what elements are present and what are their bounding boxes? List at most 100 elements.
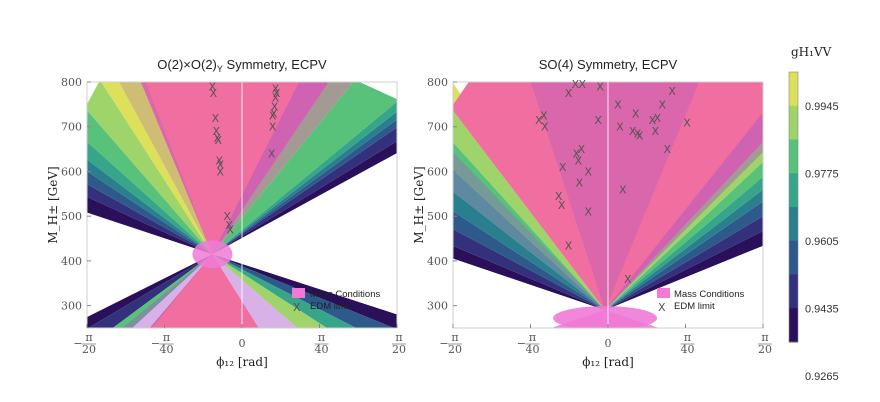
xtick-den: 40 [526, 343, 540, 356]
contour-band-left-1 [87, 184, 213, 255]
xtick-sign: − [73, 337, 82, 350]
ytick-label: 800 [427, 76, 448, 89]
edm-point: X [584, 206, 592, 219]
colorbar-swatch [789, 308, 798, 343]
ytick-label: 700 [61, 121, 82, 134]
edm-point: X [225, 219, 233, 232]
excluded-lower [453, 245, 763, 328]
xtick-sign: − [151, 337, 160, 350]
edm-point: X [541, 121, 549, 134]
lower-band-left-0 [87, 254, 213, 328]
colorbar-swatches [789, 72, 798, 343]
xtick-den: 20 [82, 343, 96, 356]
xtick-den: 40 [315, 343, 329, 356]
colorbar-tick-label: 0.9775 [805, 168, 839, 180]
colorbar-frame [788, 71, 799, 343]
edm-point: X [652, 125, 660, 138]
lower-band-right-2 [212, 254, 357, 328]
edm-point: X [575, 154, 583, 167]
violet-overlay-right [212, 82, 354, 255]
mass-condition-lower [551, 310, 660, 328]
edm-point: X [272, 92, 280, 105]
edm-point: X [636, 130, 644, 143]
edm-point: X [579, 78, 587, 91]
xtick-num: π [163, 331, 170, 344]
contour-band-right-6 [212, 82, 354, 255]
colorbar-swatch [789, 274, 798, 309]
contour-band-left-7 [101, 82, 213, 255]
xtick-num: π [761, 331, 768, 344]
edm-point: X [668, 85, 676, 98]
ytick-label: 500 [61, 210, 82, 223]
contour-band-left-0 [453, 245, 606, 311]
legend-edm-label-left: EDM limit [310, 301, 351, 312]
edm-point: X [594, 114, 602, 127]
legend-mass-swatch-right [657, 288, 670, 298]
edm-point: X [619, 183, 627, 196]
colorbar-ticks: 0.9945 0.9775 0.9605 0.9435 0.9265 [805, 101, 839, 383]
excluded-left [87, 212, 213, 317]
edm-point: X [572, 78, 580, 91]
contour-band-right-2 [605, 201, 763, 311]
edm-point: X [596, 80, 604, 93]
contour-band-right-1 [605, 216, 763, 311]
colorbar-swatch [789, 173, 798, 208]
xtick-num: π [85, 331, 92, 344]
edm-point: X [535, 114, 543, 127]
edm-point: X [540, 110, 548, 123]
contour-band-left-8 [119, 82, 213, 255]
lower-band-left-2 [112, 254, 213, 328]
legend-right: Mass Conditions X EDM limit [657, 288, 744, 314]
xlabel-left: ϕ₁₂ [rad] [216, 355, 268, 369]
edm-point: X [271, 101, 279, 114]
edm-point: X [273, 87, 281, 100]
legend-left: Mass Conditions X EDM limit [292, 288, 380, 314]
ytick-label: 600 [61, 165, 82, 178]
edm-point: X [649, 114, 657, 127]
title-right: SO(4) Symmetry, ECPV [539, 57, 678, 72]
contour-band-left-5 [453, 142, 606, 311]
contour-band-right-5 [212, 82, 397, 255]
edm-point: X [213, 125, 221, 138]
ylabel-left: M_H± [GeV] [46, 166, 60, 243]
xtick-den: 40 [681, 343, 695, 356]
edm-point: X [654, 112, 662, 125]
legend-edm-marker-left: X [293, 301, 301, 314]
pink-allowed-band-bottom [149, 254, 259, 328]
colorbar-swatch [789, 139, 798, 174]
violet-overlay-center [530, 82, 700, 311]
colorbar-label: gH₁VV [791, 45, 832, 59]
xtick-label: 0 [605, 337, 612, 350]
colorbar-tick-label: 0.9435 [805, 303, 839, 315]
edm-point: X [555, 190, 563, 203]
edm-point: X [616, 121, 624, 134]
edm-point: X [270, 107, 278, 120]
edm-point: X [214, 132, 222, 145]
edm-point: X [268, 148, 276, 161]
colorbar: gH₁VV 0.9945 0.9775 0.9605 0.9435 0.9265 [788, 45, 839, 383]
edm-point: X [565, 87, 573, 100]
legend-mass-label-right: Mass Conditions [674, 289, 744, 300]
lower-band-right-3 [212, 254, 327, 328]
xtick-num: π [684, 331, 691, 344]
xtick-sign: − [517, 337, 526, 350]
violet-overlay-left [453, 152, 606, 311]
edm-point: X [565, 239, 573, 252]
colorbar-swatch [789, 207, 798, 242]
edm-point: X [659, 98, 667, 111]
ytick-label: 700 [427, 121, 448, 134]
colorbar-swatch [789, 105, 798, 140]
ytick-label: 800 [61, 76, 82, 89]
violet-overlay-right [605, 112, 763, 311]
legend-mass-label-left: Mass Conditions [310, 289, 380, 300]
xlabel-right: ϕ₁₂ [rad] [582, 355, 634, 369]
contour-band-left-0 [87, 196, 213, 255]
xtick-den: 40 [160, 343, 174, 356]
edm-point: X [614, 98, 622, 111]
excluded-right [212, 153, 397, 315]
